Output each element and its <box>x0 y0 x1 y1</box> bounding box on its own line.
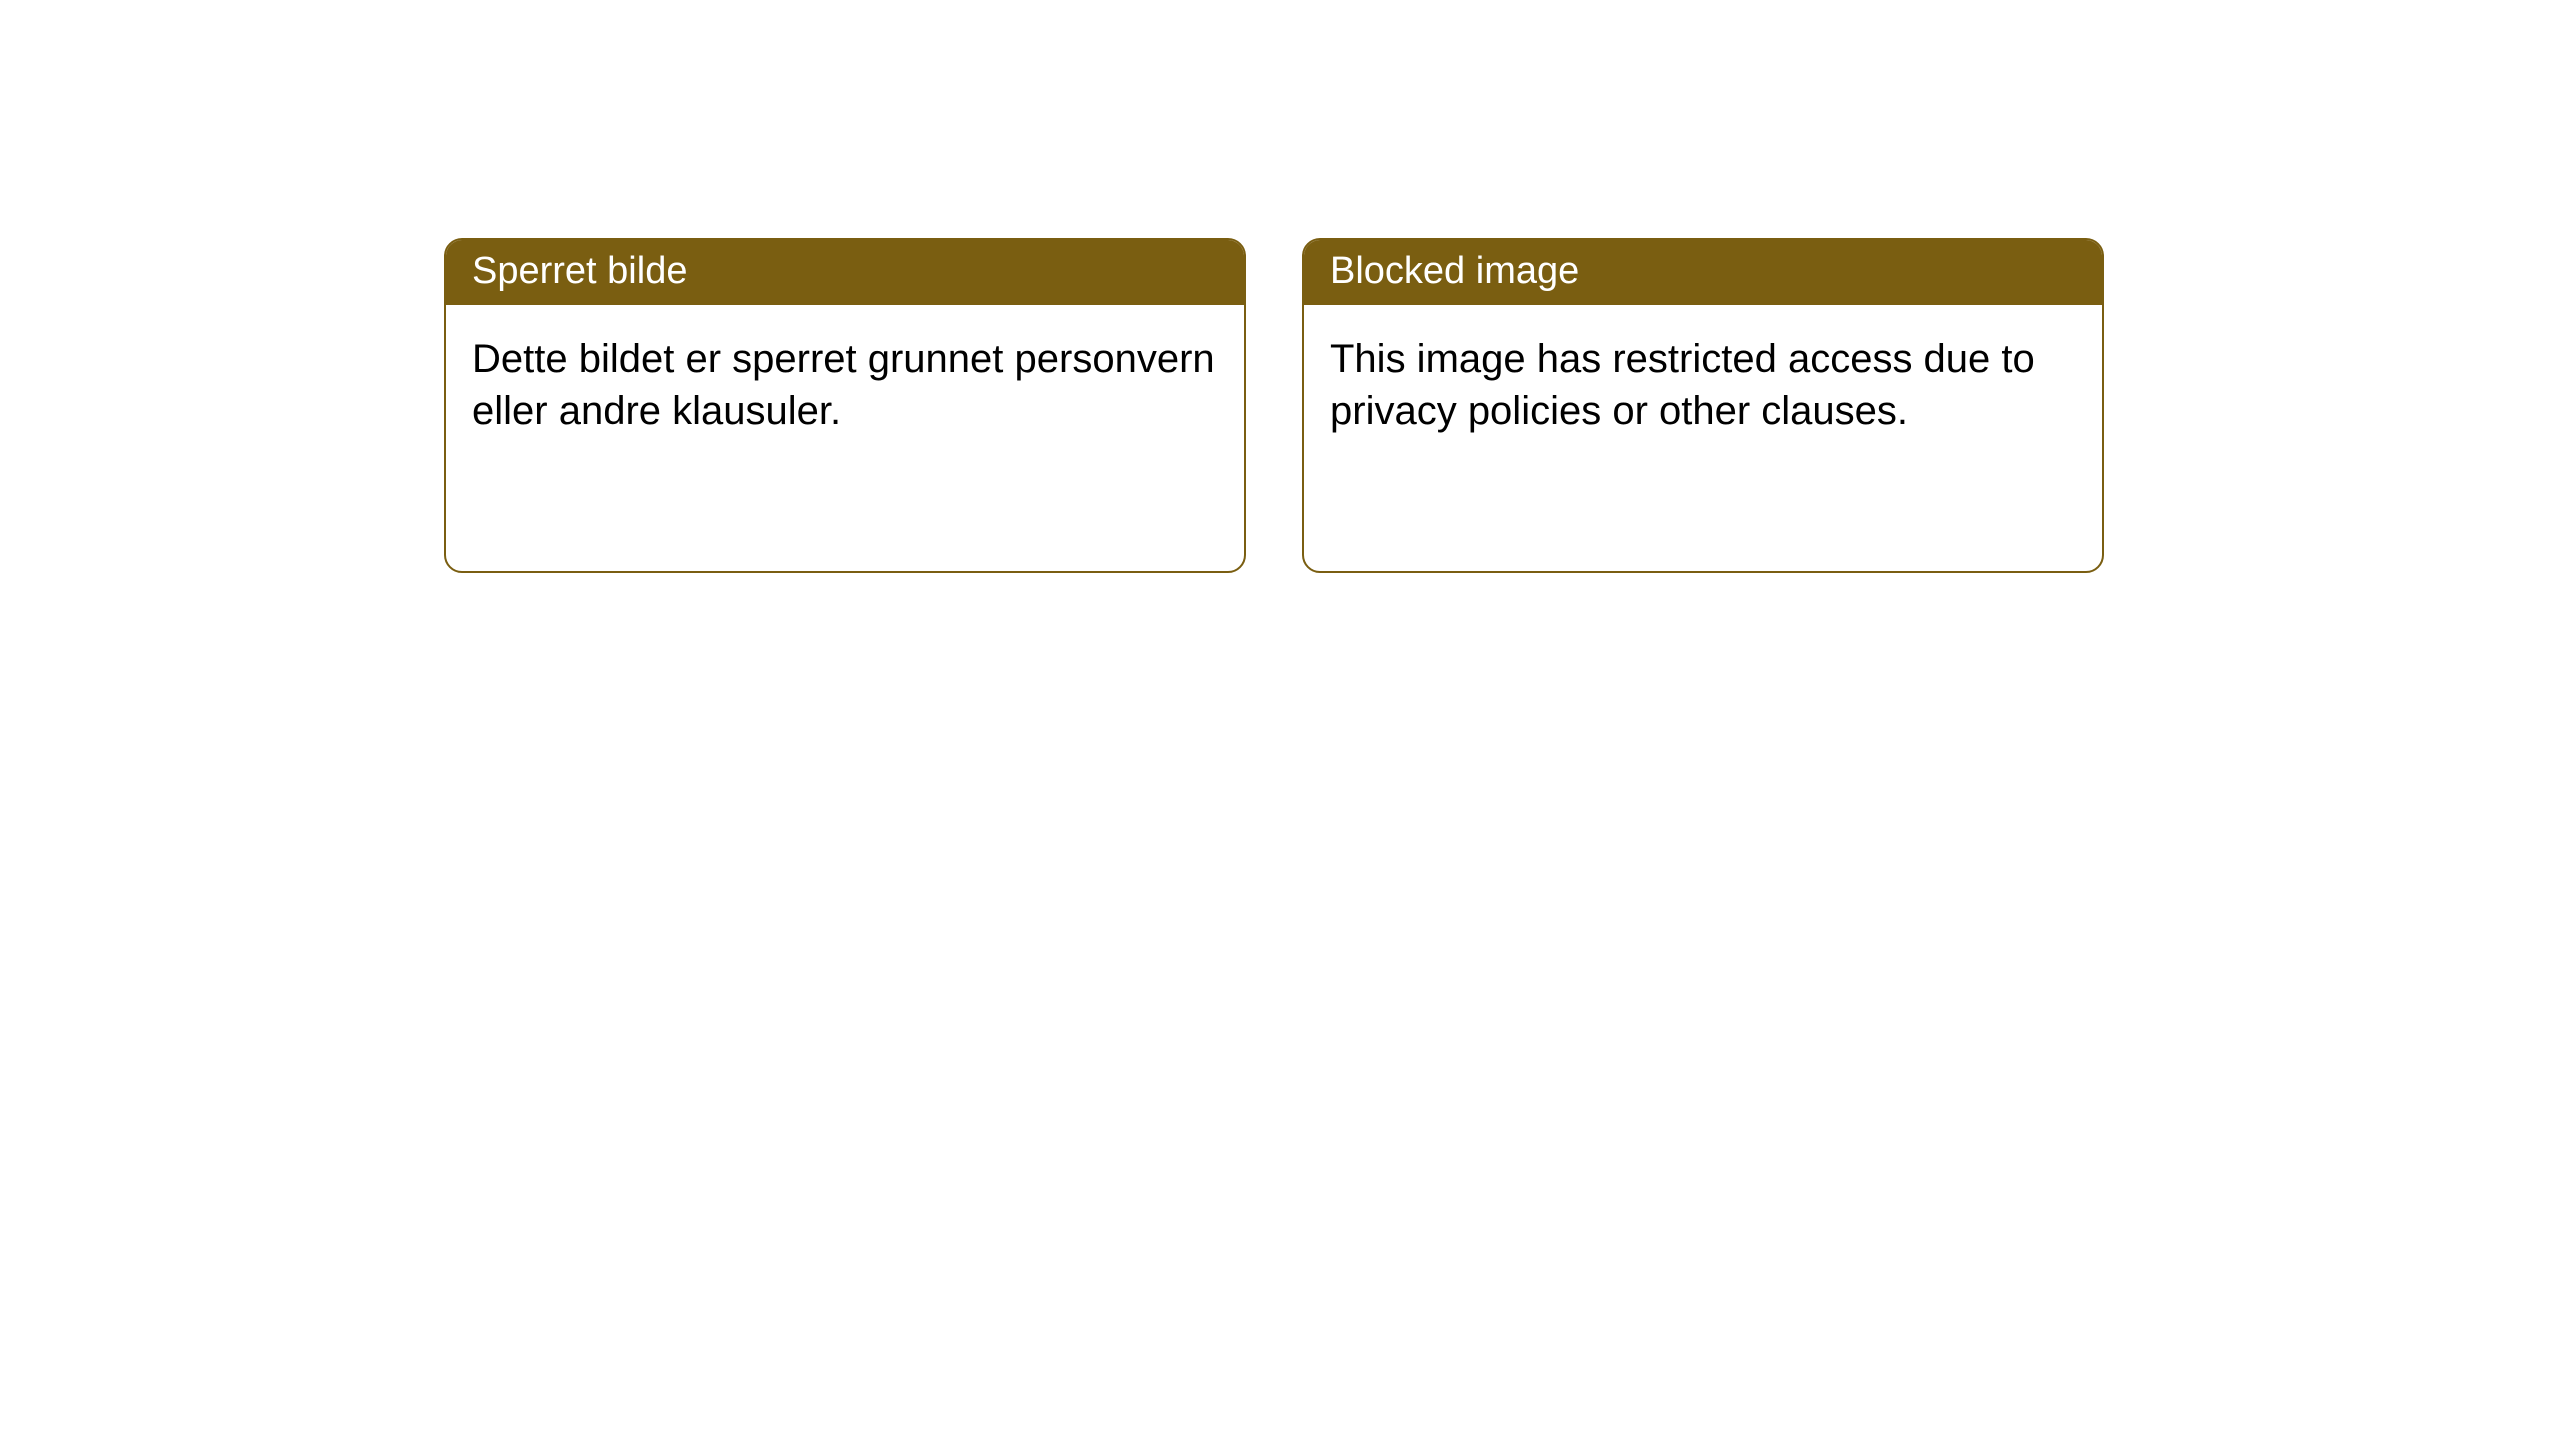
notice-card-norwegian: Sperret bilde Dette bildet er sperret gr… <box>444 238 1246 573</box>
notice-body: Dette bildet er sperret grunnet personve… <box>446 305 1244 465</box>
notice-header: Blocked image <box>1304 240 2102 305</box>
notice-container: Sperret bilde Dette bildet er sperret gr… <box>0 0 2560 573</box>
notice-title: Blocked image <box>1330 250 1579 292</box>
notice-card-english: Blocked image This image has restricted … <box>1302 238 2104 573</box>
notice-message: Dette bildet er sperret grunnet personve… <box>472 337 1215 433</box>
notice-header: Sperret bilde <box>446 240 1244 305</box>
notice-body: This image has restricted access due to … <box>1304 305 2102 465</box>
notice-title: Sperret bilde <box>472 250 687 292</box>
notice-message: This image has restricted access due to … <box>1330 337 2035 433</box>
